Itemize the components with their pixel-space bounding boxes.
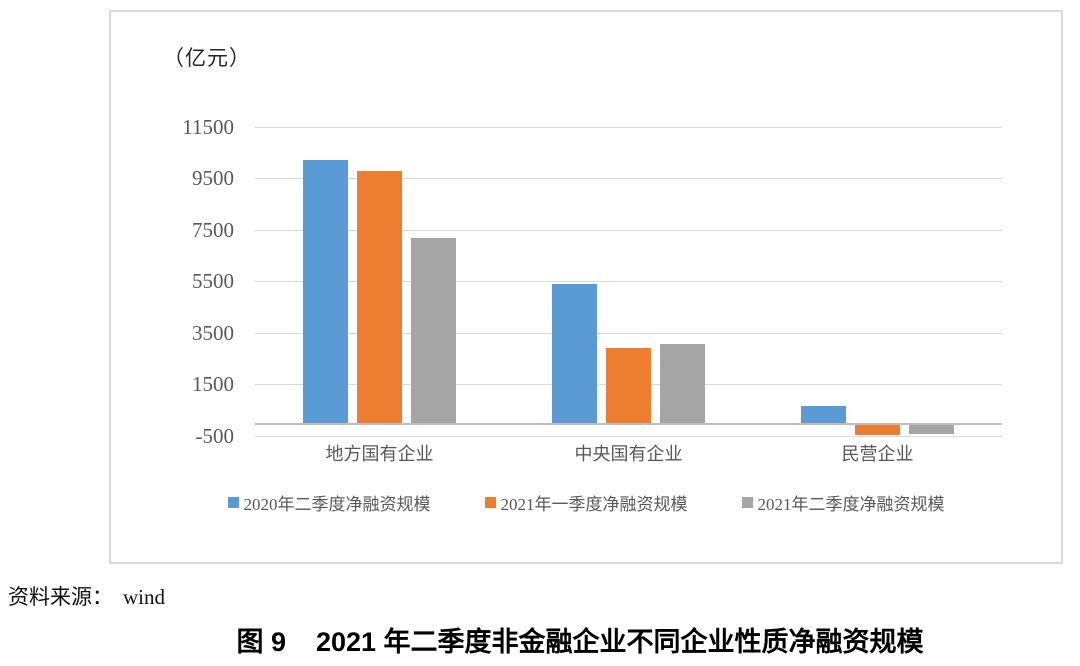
y-axis-unit-label: （亿元）: [163, 46, 251, 70]
bar-series3-cat2: [660, 344, 705, 423]
legend-swatch-icon: [484, 497, 496, 508]
legend-swatch-icon: [227, 497, 239, 508]
source-note-label: 资料来源：: [8, 585, 113, 609]
x-axis-category-label: 地方国有企业: [325, 444, 434, 464]
figure-caption-title: 2021 年二季度非金融企业不同企业性质净融资规模: [315, 627, 924, 657]
gridline: [255, 126, 1002, 128]
gridline: [255, 281, 1002, 283]
figure-caption-number: 图 9: [236, 627, 286, 657]
bar-series2-cat3: [855, 425, 900, 436]
gridline: [255, 435, 1002, 437]
bar-series3-cat1: [411, 237, 456, 423]
bar-series2-cat2: [606, 348, 651, 423]
figure-caption: 图 9 2021 年二季度非金融企业不同企业性质净融资规模: [80, 620, 1080, 659]
legend-item: 2021年二季度净融资规模: [741, 490, 945, 515]
legend-label: 2021年一季度净融资规模: [500, 495, 688, 514]
bar-series2-cat1: [357, 170, 402, 423]
y-axis-tick-label: -500: [195, 423, 235, 448]
gridline: [255, 229, 1002, 231]
x-axis-line: [255, 423, 1002, 425]
x-axis-category-label: 中央国有企业: [574, 444, 683, 464]
gridline: [255, 178, 1002, 180]
bar-series1-cat2: [552, 283, 597, 423]
chart-panel: （亿元） 11500 9500 7500 5500 3500 1500 -500 地方国有企业…: [109, 10, 1063, 564]
y-axis-tick-label: 3500: [192, 320, 234, 345]
y-axis-tick-label: 5500: [192, 269, 234, 294]
gridline: [255, 332, 1002, 334]
source-note: 资料来源： wind: [8, 581, 165, 611]
y-axis-tick-label: 11500: [182, 114, 234, 139]
bar-series3-cat3: [909, 425, 954, 434]
legend-item: 2020年二季度净融资规模: [227, 490, 431, 515]
bar-series1-cat1: [303, 160, 348, 423]
x-axis-category-label: 民营企业: [841, 444, 914, 464]
legend-item: 2021年一季度净融资规模: [484, 490, 688, 515]
bar-series1-cat3: [801, 406, 846, 423]
legend-label: 2020年二季度净融资规模: [243, 495, 431, 514]
legend-label: 2021年二季度净融资规模: [757, 495, 945, 514]
y-axis-tick-label: 7500: [192, 217, 234, 242]
source-note-value: wind: [123, 585, 165, 609]
chart-legend: 2020年二季度净融资规模 2021年一季度净融资规模 2021年二季度净融资规模: [111, 490, 1061, 515]
y-axis-tick-label: 9500: [192, 166, 234, 191]
legend-swatch-icon: [741, 497, 753, 508]
chart-plot-area: 11500 9500 7500 5500 3500 1500 -500 地方国有企业 中央国有企…: [111, 12, 1061, 562]
y-axis-tick-label: 1500: [192, 372, 234, 397]
